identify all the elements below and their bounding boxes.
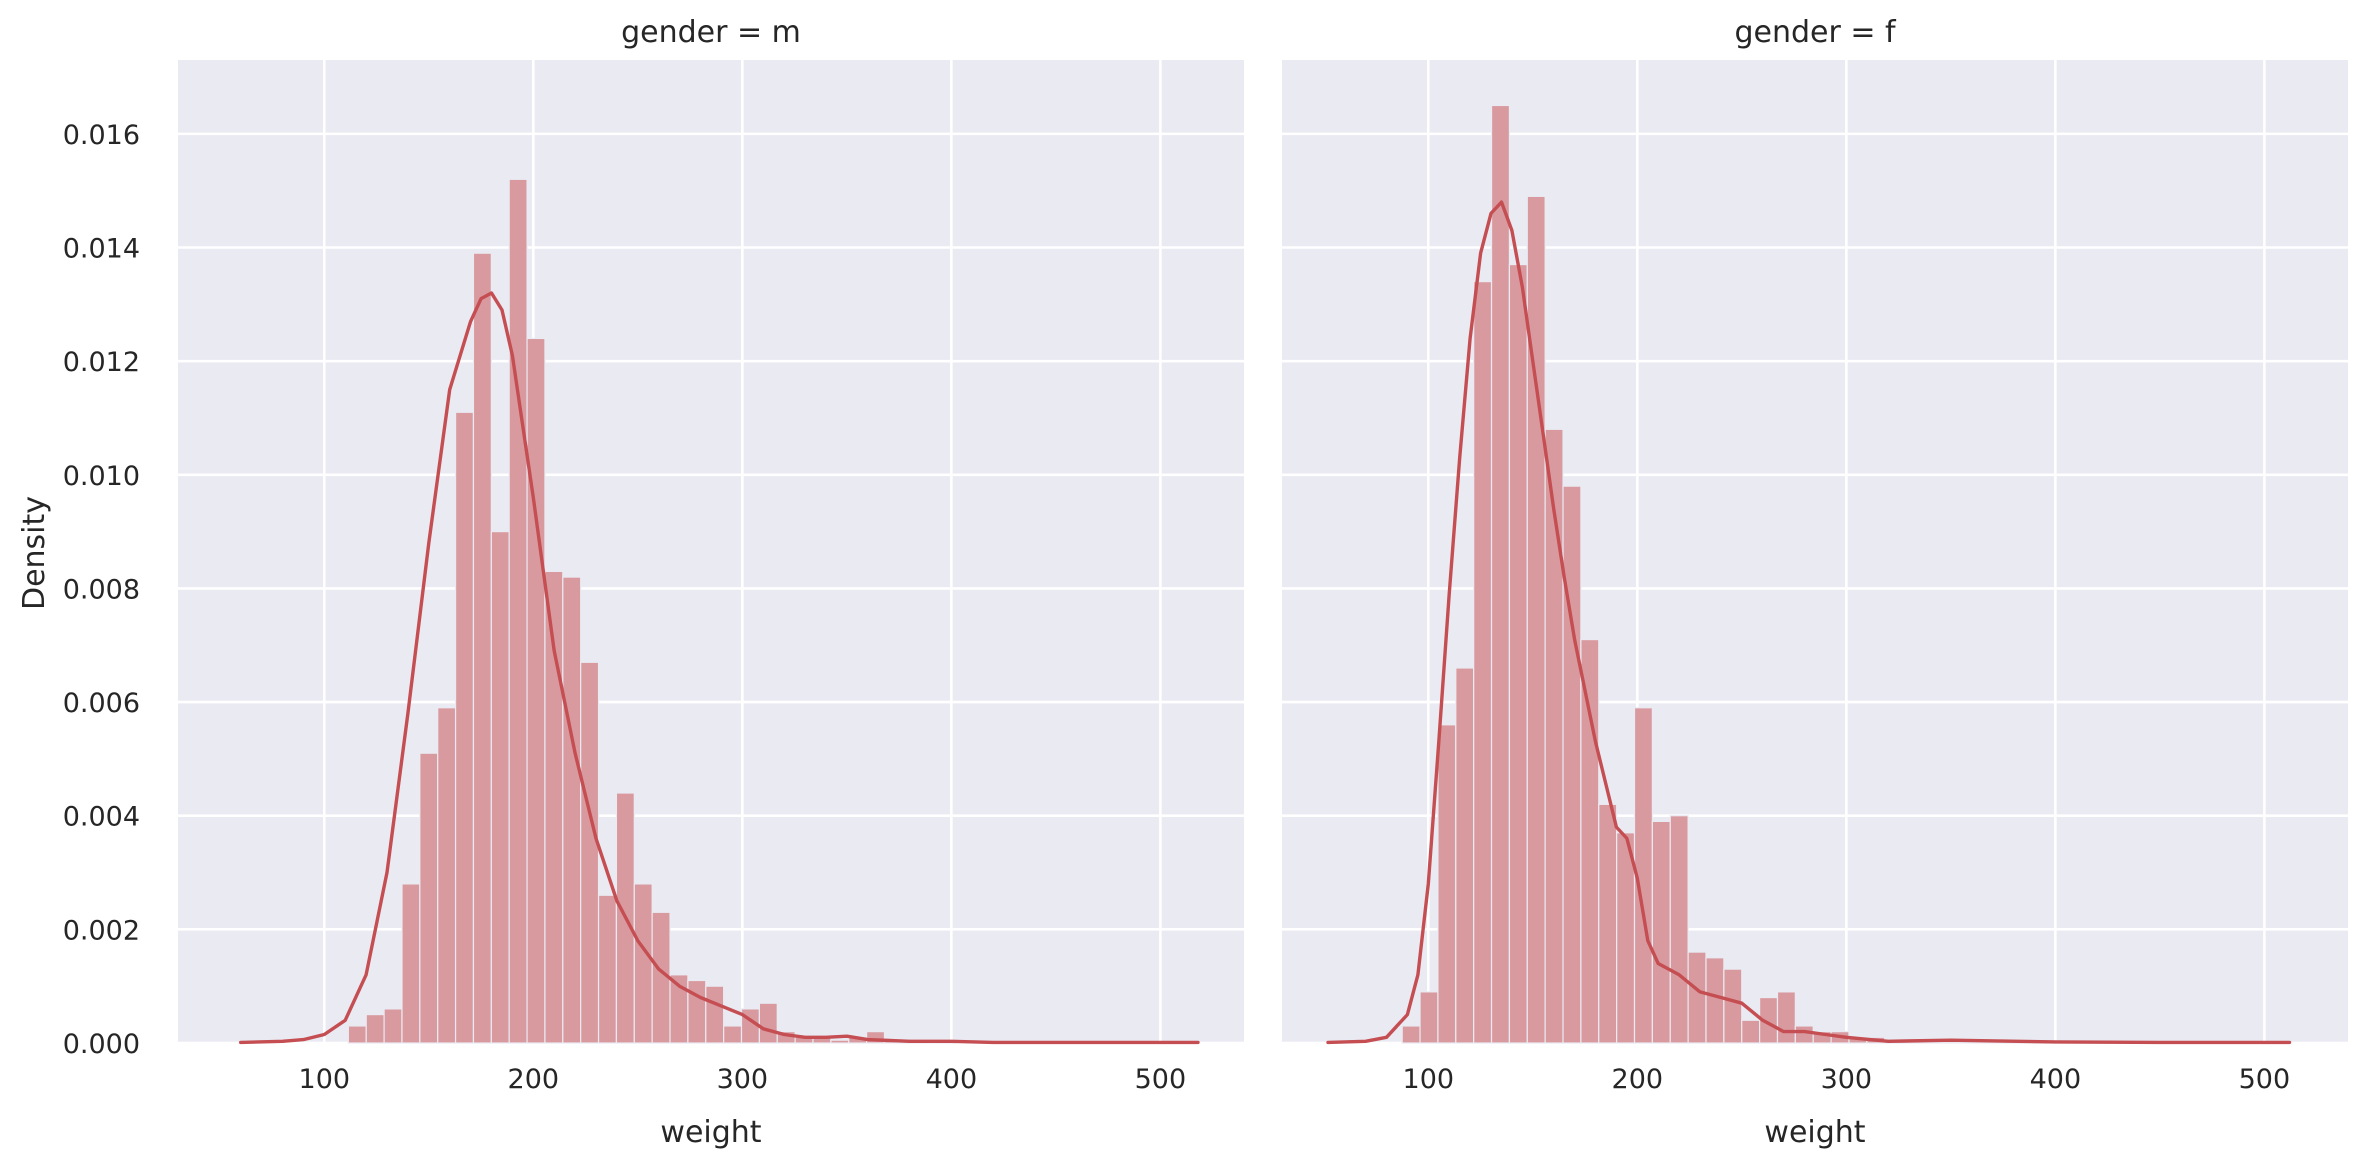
y-tick-label: 0.012 bbox=[63, 347, 140, 378]
x-tick-label: 100 bbox=[1403, 1064, 1455, 1095]
histogram-bar bbox=[1562, 485, 1582, 1044]
histogram-bar bbox=[454, 411, 475, 1044]
x-axis-label: weight bbox=[1764, 1115, 1865, 1150]
x-tick-label: 500 bbox=[1135, 1064, 1187, 1095]
facet-title: gender = f bbox=[1734, 15, 1897, 50]
histogram-bar bbox=[1473, 281, 1493, 1044]
facet-panel-female: 100 200 300 400 500 weight gender = f bbox=[1282, 15, 2348, 1150]
y-tick-label: 0.014 bbox=[63, 234, 140, 265]
histogram-bar bbox=[830, 1039, 850, 1044]
y-axis-label: Density bbox=[17, 496, 52, 610]
histogram-bar bbox=[437, 707, 457, 1044]
histogram-bar bbox=[1651, 820, 1671, 1044]
x-tick-label: 500 bbox=[2239, 1064, 2291, 1095]
y-tick-label: 0.004 bbox=[63, 802, 140, 833]
histogram-bar bbox=[562, 576, 582, 1044]
histogram-bar bbox=[1705, 957, 1725, 1044]
y-tick-label: 0.006 bbox=[63, 688, 140, 719]
histogram-bar bbox=[705, 985, 725, 1044]
histogram-bar bbox=[723, 1025, 743, 1044]
y-tick-label: 0.002 bbox=[63, 915, 140, 946]
facet-title: gender = m bbox=[621, 15, 801, 50]
histogram-bar bbox=[1455, 667, 1475, 1044]
histogram-bar bbox=[472, 252, 492, 1044]
histogram-bar bbox=[1687, 951, 1707, 1044]
histogram-bar bbox=[1776, 991, 1796, 1044]
histogram-bar bbox=[1616, 832, 1636, 1044]
histogram-bar bbox=[580, 661, 600, 1044]
histogram-bar bbox=[1490, 104, 1511, 1044]
x-tick-label: 400 bbox=[926, 1064, 978, 1095]
histogram-bar bbox=[1526, 195, 1546, 1044]
histogram-bar bbox=[419, 752, 439, 1044]
plot-area-background bbox=[178, 60, 1244, 1043]
x-tick-label: 300 bbox=[1821, 1064, 1873, 1095]
histogram-bar bbox=[633, 883, 653, 1044]
histogram-bar bbox=[1723, 968, 1743, 1044]
histogram-bar bbox=[508, 178, 528, 1044]
histogram-bar bbox=[1580, 638, 1600, 1044]
histogram-bar bbox=[1401, 1025, 1421, 1044]
x-axis-label: weight bbox=[660, 1115, 761, 1150]
histogram-bar bbox=[347, 1025, 367, 1044]
facet-panel-male: 100 200 300 400 500 0.000 0.002 0.004 0.006 0.008… bbox=[63, 15, 1244, 1150]
histogram-bar bbox=[597, 894, 618, 1044]
x-tick-label: 200 bbox=[1612, 1064, 1664, 1095]
histogram-bar bbox=[1437, 724, 1457, 1044]
histogram-bar bbox=[1598, 803, 1618, 1044]
histogram-bar bbox=[490, 531, 510, 1044]
histogram-bar bbox=[687, 979, 707, 1044]
x-tick-label: 300 bbox=[717, 1064, 769, 1095]
y-tick-label: 0.016 bbox=[63, 120, 140, 151]
histogram-bar bbox=[1741, 1019, 1761, 1044]
histogram-bar bbox=[866, 1031, 886, 1044]
histogram-bar bbox=[1794, 1025, 1814, 1044]
x-tick-label: 200 bbox=[508, 1064, 560, 1095]
kde-curve bbox=[1326, 200, 2292, 1045]
y-tick-label: 0.010 bbox=[63, 461, 140, 492]
histogram-bar bbox=[526, 337, 546, 1044]
x-tick-label: 100 bbox=[299, 1064, 351, 1095]
histogram-bar bbox=[758, 1002, 778, 1044]
histogram-bar bbox=[383, 1008, 403, 1044]
histogram-bar bbox=[401, 883, 421, 1044]
y-tick-label: 0.000 bbox=[63, 1029, 140, 1060]
histogram-bar bbox=[1669, 815, 1689, 1044]
y-tick-label: 0.008 bbox=[63, 574, 140, 605]
kde-curve bbox=[238, 291, 1200, 1045]
histogram-bar bbox=[1419, 991, 1439, 1044]
x-tick-label: 400 bbox=[2030, 1064, 2082, 1095]
histogram-bar bbox=[365, 1013, 385, 1044]
histogram-bar bbox=[1508, 263, 1528, 1044]
